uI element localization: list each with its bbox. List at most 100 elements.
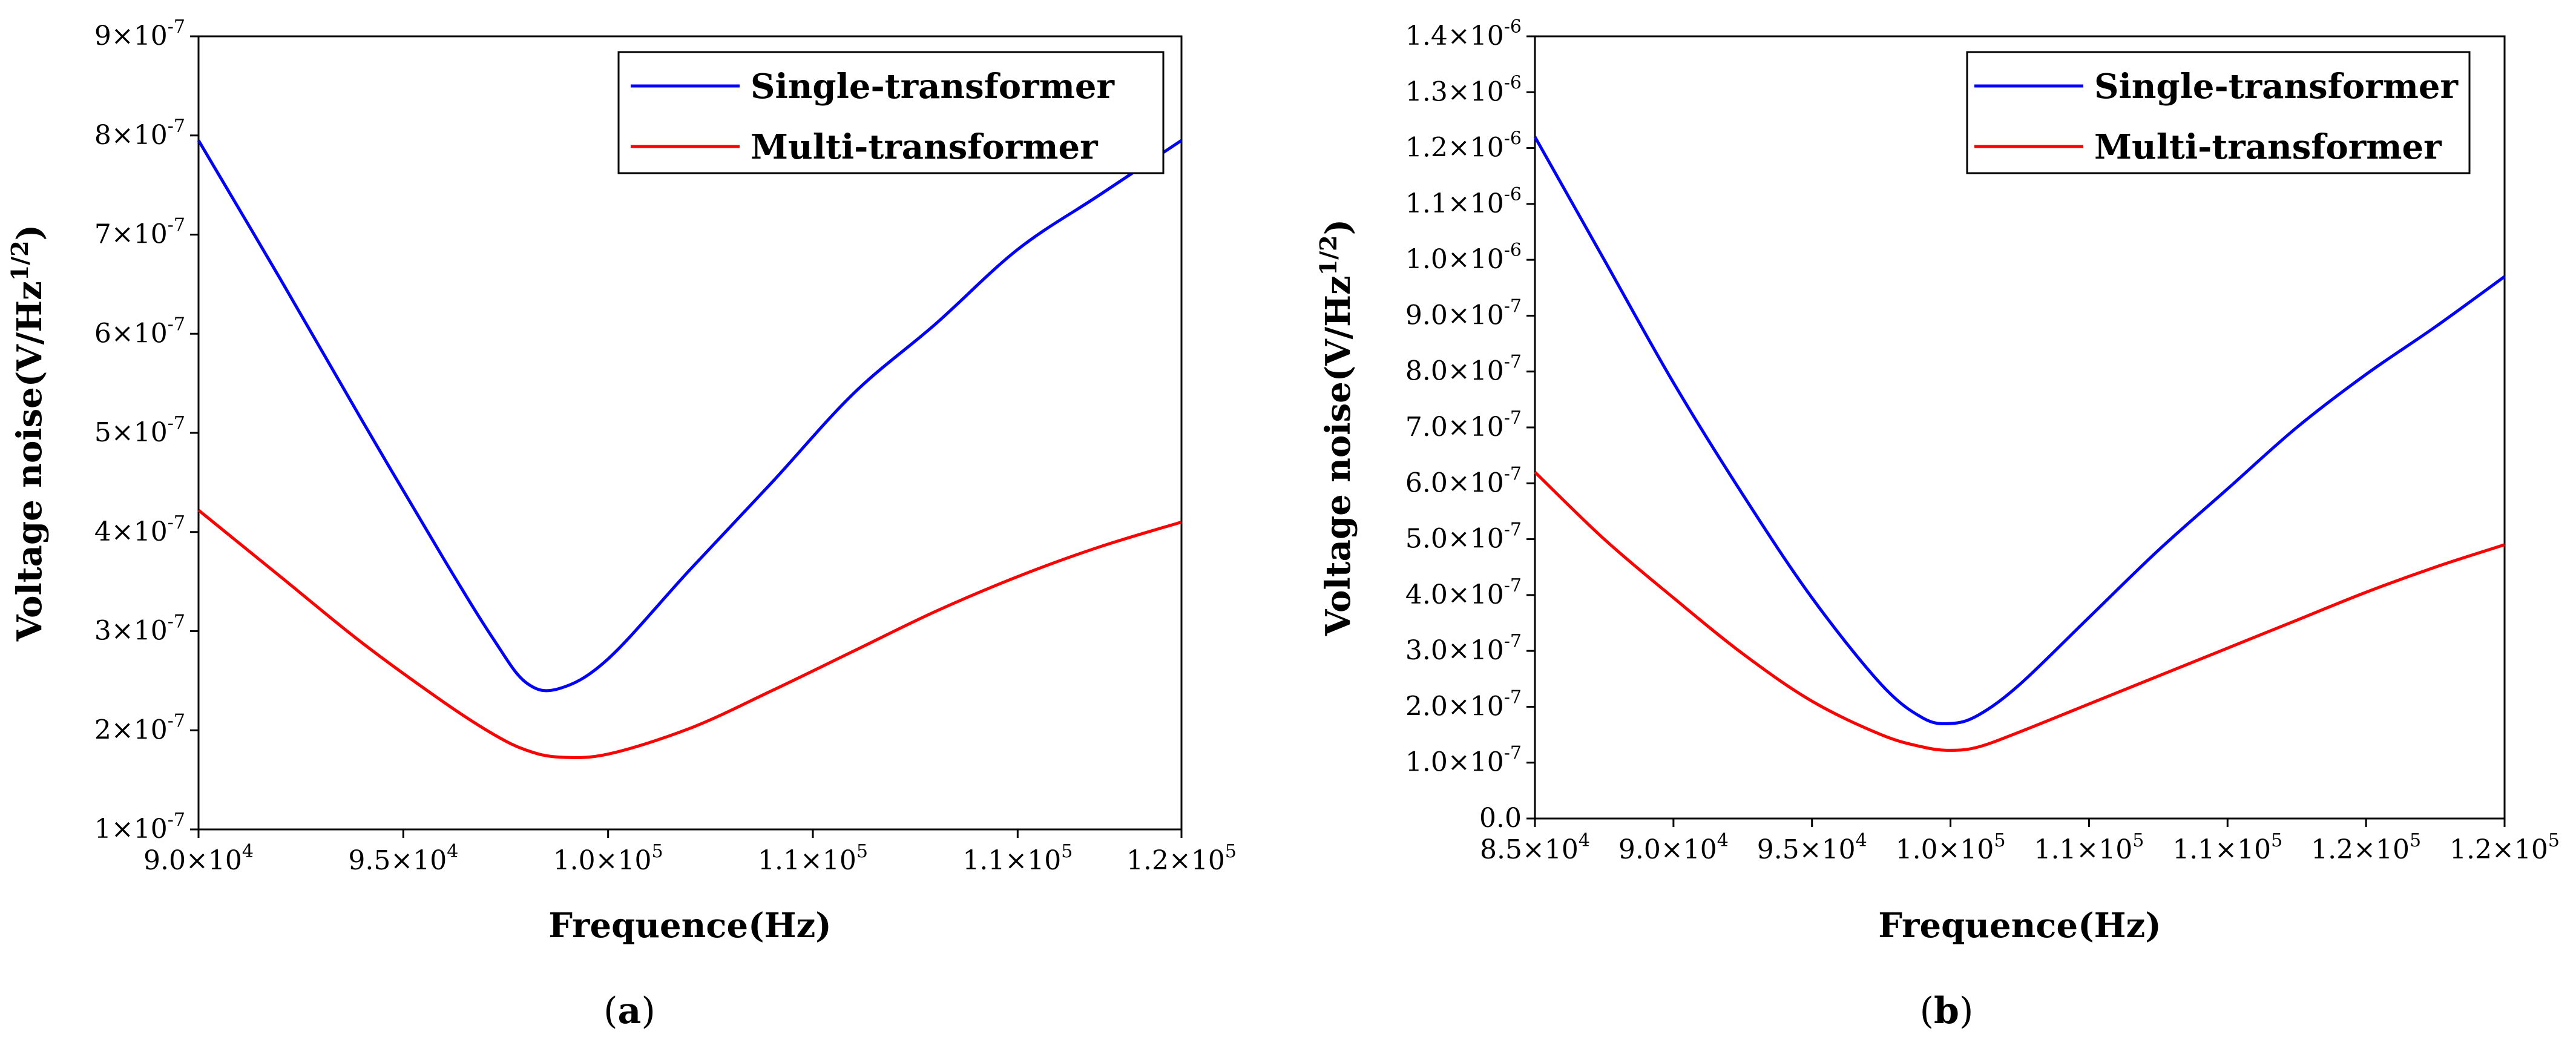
x-tick-label-exp: 4: [242, 841, 254, 862]
panel-a: 9.0×104 9.5×104 1.0×105 1.1×105 1.1×105 1.2×1…: [6, 16, 1237, 1032]
y-tick-label: 6.0×10-7: [1405, 463, 1522, 498]
legend-label-single-b: Single-transformer: [2094, 67, 2459, 107]
y-tick-label: 3.0×10-7: [1405, 631, 1522, 666]
series-line-single: [197, 139, 1183, 693]
x-tick-label-main: 1.2×10: [2450, 834, 2548, 865]
y-axis-title-sup-a: 1/2: [6, 240, 33, 281]
y-tick-label-main: 4.0×10: [1405, 579, 1504, 610]
y-axis-title-main-b: Voltage noise(V/Hz: [1318, 275, 1358, 636]
curves-a: [197, 139, 1183, 759]
y-tick-label-exp: -6: [1504, 240, 1522, 261]
y-axis-title-sup-b: 1/2: [1315, 235, 1342, 275]
panel-b: 8.5×104 9.0×104 9.5×104 1.0×105 1.1×105 1.1×1…: [1315, 16, 2560, 1032]
x-tick-label-exp: 5: [2271, 830, 2282, 851]
x-tick-label-exp: 4: [1856, 830, 1867, 851]
legend-b: Single-transformer Multi-transformer: [1966, 51, 2471, 174]
panel-label-b: (b): [1920, 990, 1974, 1032]
ticks-b: 8.5×104 9.0×104 9.5×104 1.0×105 1.1×105 1.1×1…: [1405, 16, 2560, 865]
x-tick-label-exp: 5: [1994, 830, 2005, 851]
y-axis-title-a: Voltage noise(V/Hz1/2): [6, 225, 50, 642]
y-tick-label: 6×10-7: [94, 314, 185, 349]
y-tick-label-exp: -7: [1504, 407, 1522, 429]
legend-box-a: [617, 51, 1165, 174]
x-tick-label-main: 9.5×10: [1757, 834, 1856, 865]
x-tick-label-main: 1.0×10: [1896, 834, 1994, 865]
x-tick-label-main: 1.1×10: [2034, 834, 2132, 865]
legend-box-b: [1966, 51, 2471, 174]
x-tick-label-main: 1.0×10: [553, 845, 652, 876]
y-tick-label: 1×10-7: [94, 809, 185, 845]
x-tick-label: 1.2×105: [1126, 841, 1237, 876]
series-line-multi: [197, 509, 1182, 759]
y-tick-label-main: 1.1×10: [1405, 188, 1504, 219]
x-tick-label: 9.0×104: [143, 841, 254, 876]
y-tick-label: 4.0×10-7: [1405, 575, 1522, 610]
x-tick-label: 1.1×105: [2034, 830, 2144, 865]
x-tick-label-main: 9.0×10: [1618, 834, 1717, 865]
x-tick-label: 1.1×105: [962, 841, 1073, 876]
y-tick-label-exp: -7: [1504, 295, 1522, 317]
y-tick-label-exp: -6: [1504, 128, 1522, 150]
x-tick-label-exp: 5: [2410, 830, 2421, 851]
y-tick-label-main: 1×10: [94, 814, 168, 845]
y-tick-label-exp: -6: [1504, 72, 1522, 93]
y-tick-label-main: 2×10: [94, 714, 168, 745]
y-tick-label: 3×10-7: [94, 611, 185, 647]
y-tick-label: 1.2×10-6: [1405, 128, 1522, 163]
y-tick-label-main: 6.0×10: [1405, 467, 1504, 498]
x-tick-label-exp: 5: [652, 841, 663, 862]
x-tick-label-main: 9.0×10: [143, 845, 242, 876]
y-tick-label-main: 6×10: [94, 318, 168, 349]
x-tick-label-main: 1.1×10: [758, 845, 856, 876]
y-axis-title-tail-a: ): [10, 225, 50, 241]
legend-a: Single-transformer Multi-transformer: [617, 51, 1165, 174]
y-tick-label-main: 5.0×10: [1405, 524, 1504, 555]
y-tick-label: 9.0×10-7: [1405, 295, 1522, 331]
y-tick-label: 1.1×10-6: [1405, 184, 1522, 219]
x-tick-label: 1.1×105: [2172, 830, 2282, 865]
y-tick-label-main: 1.4×10: [1405, 21, 1504, 51]
y-tick-label-exp: -7: [168, 512, 185, 533]
y-tick-label: 1.3×10-6: [1405, 72, 1522, 107]
y-tick-label-main: 9×10: [94, 21, 168, 51]
x-tick-label-exp: 5: [856, 841, 868, 862]
y-tick-label-exp: -7: [1504, 743, 1522, 764]
x-tick-label-main: 9.5×10: [348, 845, 447, 876]
x-axis-title-b: Frequence(Hz): [1878, 906, 2161, 946]
y-tick-label-exp: -7: [168, 611, 185, 633]
y-tick-label-exp: -6: [1504, 184, 1522, 205]
x-tick-label-main: 1.2×10: [2311, 834, 2410, 865]
y-tick-label-main: 0.0: [1479, 803, 1522, 834]
x-tick-label: 8.5×104: [1480, 830, 1590, 865]
y-tick-label-main: 9.0×10: [1405, 300, 1504, 331]
x-tick-label-exp: 5: [1061, 841, 1073, 862]
y-tick-label-main: 7×10: [94, 219, 168, 250]
x-tick-label-exp: 4: [1717, 830, 1729, 851]
y-tick-label: 4×10-7: [94, 512, 185, 547]
y-tick-label: 2×10-7: [94, 710, 185, 745]
x-tick-label: 1.2×105: [2450, 830, 2560, 865]
y-tick-label-main: 1.0×10: [1405, 747, 1504, 778]
y-tick-label: 8.0×10-7: [1405, 352, 1522, 387]
legend-label-multi-b: Multi-transformer: [2094, 127, 2442, 167]
y-tick-label-exp: -7: [1504, 575, 1522, 596]
y-tick-label-main: 3.0×10: [1405, 635, 1504, 666]
panel-letter-b: b: [1934, 990, 1959, 1032]
y-tick-label: 7×10-7: [94, 215, 185, 250]
x-tick-label-main: 1.1×10: [962, 845, 1061, 876]
y-axis-title-tail-b: ): [1318, 219, 1358, 236]
y-tick-label: 5×10-7: [94, 413, 185, 448]
panel-label-a: (a): [603, 990, 656, 1032]
y-tick-label-main: 2.0×10: [1405, 691, 1504, 722]
series-line-multi: [1534, 471, 2505, 752]
x-tick-label: 1.2×105: [2311, 830, 2421, 865]
y-tick-label: 1.4×10-6: [1405, 16, 1522, 51]
x-tick-label-exp: 4: [1579, 830, 1590, 851]
y-tick-label: 1.0×10-6: [1405, 240, 1522, 275]
y-tick-label-main: 7.0×10: [1405, 412, 1504, 443]
y-tick-label-exp: -7: [168, 116, 185, 137]
x-tick-label-main: 8.5×10: [1480, 834, 1579, 865]
y-tick-label-exp: -7: [168, 710, 185, 731]
x-tick-label: 9.5×104: [1757, 830, 1867, 865]
y-tick-label-exp: -7: [1504, 352, 1522, 373]
